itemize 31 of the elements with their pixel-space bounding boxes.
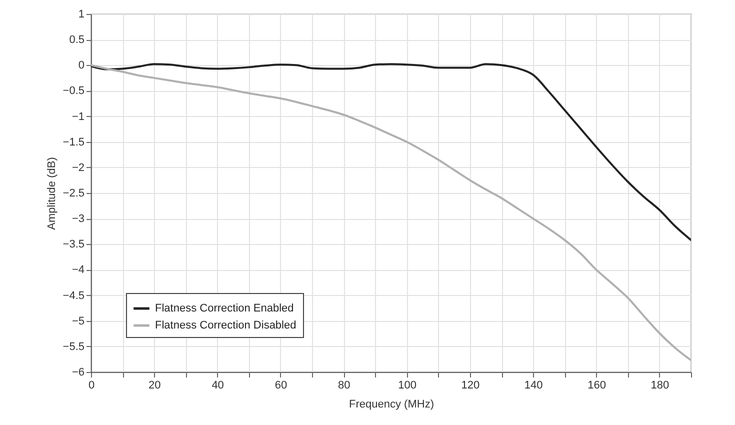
y-tick-label: −6 (72, 366, 84, 378)
y-tick-label: 1 (78, 8, 84, 20)
line-series (91, 64, 691, 362)
y-tick-label: −2 (72, 162, 84, 174)
y-tick-label: −4 (72, 264, 84, 276)
x-tick-label: 120 (461, 380, 480, 392)
legend-label: Flatness Correction Disabled (155, 320, 296, 332)
x-axis-title: Frequency (MHz) (349, 398, 434, 410)
x-tick-label: 80 (338, 380, 350, 392)
legend-label: Flatness Correction Enabled (155, 302, 294, 314)
y-tick-label: 0 (78, 60, 84, 72)
x-tick-label: 0 (88, 380, 95, 392)
x-tick-label: 180 (650, 380, 670, 392)
line-series (91, 63, 691, 242)
y-tick-label: −5 (72, 315, 84, 328)
y-tick-label: −1.5 (62, 136, 84, 148)
x-tick-label: 100 (398, 380, 416, 392)
x-tick-label: 140 (524, 380, 543, 392)
y-tick-label: −0.5 (62, 85, 84, 98)
x-tick-label: 20 (148, 380, 161, 392)
y-tick-label: 0.5 (69, 34, 84, 46)
y-axis-title: Amplitude (dB) (46, 157, 58, 230)
y-tick-label: −2.5 (62, 188, 84, 200)
y-tick-label: −3 (72, 213, 84, 226)
x-tick-label: 160 (588, 380, 606, 392)
y-tick-label: −1 (72, 110, 84, 123)
y-tick-label: −4.5 (62, 290, 84, 302)
x-tick-label: 40 (212, 380, 224, 392)
y-tick-label: −3.5 (62, 238, 84, 251)
x-tick-label: 60 (274, 380, 288, 392)
y-tick-label: −5.5 (62, 340, 84, 353)
